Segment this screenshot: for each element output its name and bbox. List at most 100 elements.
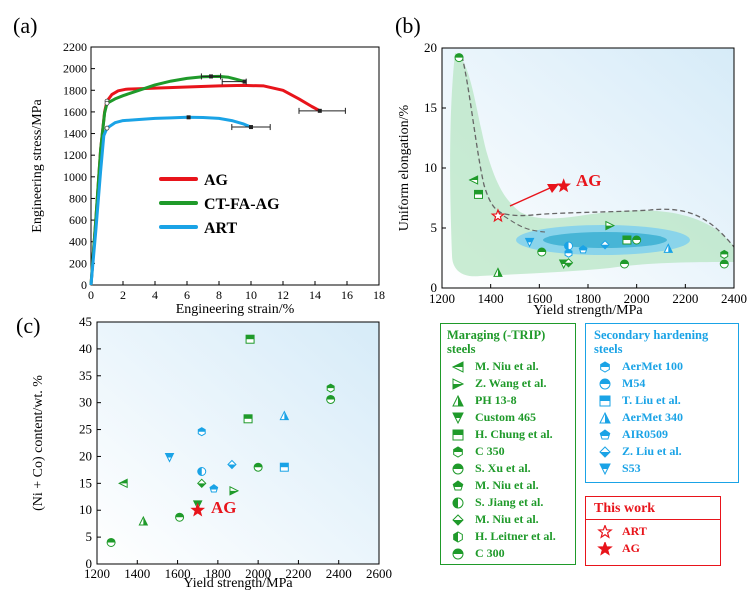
legend-maraging: Maraging (-TRIP) steels M. Niu et al. Z. … [440, 323, 576, 565]
legend-item-label: AerMet 100 [622, 359, 683, 373]
legend-marker-icon [452, 479, 464, 491]
chart-c-ytick-label: 0 [86, 556, 93, 571]
chart-a-xtick-label: 10 [245, 288, 257, 302]
chart-b-point [605, 220, 616, 231]
legend-marker [452, 479, 464, 491]
legend-item-label: AIR0509 [622, 427, 669, 441]
chart-c-ylabel: (Ni + Co) content/wt. % [31, 375, 46, 511]
legend-item: AG [594, 540, 720, 557]
chart-c-point [106, 537, 116, 547]
chart-b-point [468, 175, 479, 185]
legend-marker-icon [452, 412, 464, 424]
legend-a-ag-label: AG [204, 172, 229, 189]
legend-marker-icon [453, 530, 463, 543]
chart-a: 0 2 4 6 8 10 12 14 16 18 0 200 400 600 800 1000 1200 1400… [30, 40, 385, 317]
legend-marker [452, 497, 464, 508]
chart-b-point [663, 243, 674, 253]
chart-a-xtick-label: 2 [120, 288, 126, 302]
legend-secondary-title-1: Secondary hardening [594, 328, 709, 342]
panel-label-c: (c) [16, 313, 40, 338]
legend-item-label: M. Niu et al. [475, 359, 539, 373]
chart-b-ytick-label: 10 [424, 160, 437, 175]
chart-b-arrow-head [547, 184, 559, 193]
chart-b-ag-star [556, 178, 572, 193]
legend-item: S. Jiang et al. [447, 494, 575, 511]
legend-item-label: C 350 [475, 444, 505, 458]
chart-a-ytick-label: 200 [69, 256, 87, 270]
legend-item: AerMet 340 [594, 409, 738, 426]
chart-c-point [227, 459, 237, 470]
legend-marker [599, 378, 611, 389]
legend-maraging-title-1: Maraging (-TRIP) [447, 328, 546, 342]
legend-item-label: PH 13-8 [475, 393, 517, 407]
legend-marker-icon [451, 360, 464, 373]
legend-secondary: Secondary hardening steels AerMet 100 M54… [585, 323, 739, 483]
chart-c-bg [97, 322, 379, 564]
legend-item-label: M. Niu et al. [475, 512, 539, 526]
legend-marker [599, 411, 611, 423]
chart-b-point [493, 267, 503, 277]
chart-b-point [454, 53, 464, 63]
legend-item: S. Xu et al. [447, 460, 575, 477]
legend-marker [452, 463, 464, 474]
legend-marker [452, 394, 464, 406]
chart-b-point [622, 235, 632, 245]
chart-c-xtick-label: 1800 [205, 566, 231, 581]
chart-c-ytick-label: 40 [79, 341, 92, 356]
legend-marker [600, 360, 610, 373]
chart-a-xtick-label: 8 [216, 288, 222, 302]
legend-marker [452, 548, 464, 559]
chart-a-ytick-label: 1200 [63, 148, 87, 162]
chart-a-mark [209, 74, 213, 79]
legend-marker-icon [599, 395, 611, 406]
chart-b-point [578, 244, 588, 254]
chart-b-ylabel: Uniform elongation/% [397, 104, 412, 231]
legend-marker-icon [452, 497, 464, 508]
legend-item: Z. Liu et al. [594, 443, 738, 460]
chart-c-point [197, 427, 206, 437]
chart-b-point [600, 240, 610, 250]
chart-c-point [175, 512, 185, 522]
chart-c-ytick-label: 45 [79, 314, 92, 329]
legend-this-work: This work ART AG [585, 496, 721, 566]
chart-a-ytick-label: 600 [69, 213, 87, 227]
legend-item: H. Leitner et al. [447, 528, 575, 545]
chart-c-point [245, 334, 255, 344]
chart-c-point [326, 383, 335, 393]
chart-b-point [632, 235, 642, 245]
legend-a-ctfaag-label: CT-FA-AG [204, 196, 280, 213]
chart-c-frame [96, 321, 380, 565]
chart-c-ytick-label: 30 [79, 395, 92, 410]
legend-item-label: AG [622, 541, 640, 555]
chart-a-xtick-label: 14 [309, 288, 321, 302]
legend-marker-icon [600, 360, 610, 373]
chart-c-ytick-label: 20 [79, 448, 92, 463]
chart-a-ytick-label: 1600 [63, 105, 87, 119]
chart-b-point [564, 248, 573, 258]
legend-item-label: Z. Wang et al. [475, 376, 547, 390]
chart-c: 1200 1400 1600 1800 2000 2200 2400 2600 0 5 10 15 20… [31, 314, 392, 591]
chart-c-point [118, 478, 128, 489]
legend-marker [452, 429, 464, 440]
chart-c-xtick-label: 2000 [245, 566, 271, 581]
legend-item: S53 [594, 460, 738, 477]
chart-c-ag-annotation: AG [211, 498, 237, 517]
chart-b-xtick-label: 2200 [672, 291, 698, 306]
legend-item-label: M. Niu et al. [475, 478, 539, 492]
chart-b-ytick-label: 5 [431, 220, 438, 235]
chart-b-point [563, 258, 574, 268]
chart-c-xlabel: Yield strength/MPa [183, 576, 293, 591]
chart-b-xtick-label: 2400 [721, 291, 747, 306]
legend-item-label: ART [622, 524, 647, 538]
chart-a-ytick-label: 1800 [63, 83, 87, 97]
legend-marker [597, 524, 613, 539]
chart-c-point [138, 515, 149, 526]
chart-a-ytick-label: 0 [81, 278, 87, 292]
chart-c-point [164, 453, 175, 463]
legend-marker [452, 513, 464, 526]
chart-b-xtick-label: 2000 [624, 291, 650, 306]
legend-marker-icon [599, 411, 611, 423]
chart-a-ytick-label: 800 [69, 191, 87, 205]
chart-b-ytick-label: 15 [424, 100, 437, 115]
